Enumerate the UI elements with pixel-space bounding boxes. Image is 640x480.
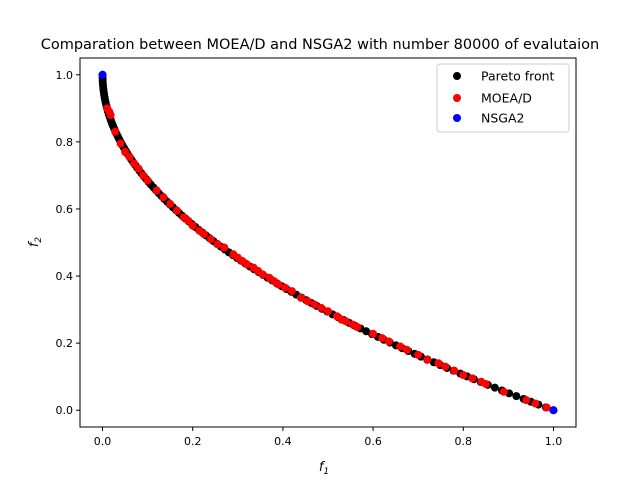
moead-point [274,280,283,289]
moead-point [166,199,175,208]
y-tick-label: 0.8 [56,136,74,149]
moead-point [159,193,168,202]
moead-point [542,403,551,412]
moead-point [414,350,423,359]
legend-label-pareto-front: Pareto front [481,69,555,84]
nsga2-point [98,70,107,79]
axis-ticks: 0.0 0.2 0.4 0.6 0.8 1.0 0.0 0.2 0.4 0.6 0.8 1.0 [56,69,563,448]
moead-point [481,380,490,389]
legend: Pareto front MOEA/D NSGA2 [436,63,570,133]
moead-point [468,374,477,383]
legend-label-nsga2: NSGA2 [481,111,524,126]
moead-point [434,359,443,368]
pareto-front-point [512,392,521,401]
pareto-front-point [490,383,499,392]
legend-marker-moead [453,94,461,102]
moead-point [324,307,332,316]
moead-point [172,206,181,215]
moead-point [116,139,125,148]
x-tick-label: 0.2 [184,435,202,448]
moead-series [103,104,551,412]
y-tick-label: 0.2 [56,337,74,350]
moead-point [258,270,267,279]
moead-point [125,152,134,161]
moead-point [188,221,197,230]
nsga2-point [549,406,558,415]
moead-point [296,293,305,302]
y-axis-label: f2 [27,237,44,248]
x-axis-label-main: f [319,460,326,475]
legend-box [436,63,570,133]
moead-point [303,297,312,306]
moead-point [402,345,411,354]
moead-point [152,186,161,195]
moead-point [106,111,115,120]
legend-marker-pareto-front [453,72,461,80]
moead-point [499,387,508,396]
moead-point [200,230,208,239]
y-tick-label: 0.4 [56,270,74,283]
y-tick-label: 1.0 [56,69,74,82]
y-tick-label: 0.6 [56,203,74,216]
moead-point [441,362,450,371]
moead-point [206,235,215,244]
legend-label-moead: MOEA/D [481,91,532,106]
moead-point [450,366,459,375]
moead-point [242,260,251,269]
y-axis-label-main: f [27,240,42,247]
moead-point [384,337,393,346]
x-tick-label: 0.8 [455,435,473,448]
x-tick-label: 0.4 [274,435,292,448]
moead-point [531,399,540,408]
moead-point [369,329,378,338]
moead-point [459,371,468,380]
x-tick-label: 0.0 [94,435,112,448]
moead-point [342,317,351,326]
x-axis-label-subscript: 1 [323,467,329,477]
x-tick-label: 0.6 [364,435,382,448]
x-tick-label: 1.0 [545,435,563,448]
moead-point [396,342,405,351]
y-axis-label-subscript: 2 [34,237,44,243]
y-tick-label: 0.0 [56,404,74,417]
moead-point [111,127,120,136]
legend-marker-nsga2 [453,114,461,122]
moead-point [522,396,531,405]
moead-point [220,243,229,252]
moead-point [213,240,222,249]
moead-point [378,334,387,343]
moead-point [287,287,296,296]
moead-point [281,283,290,292]
moead-point [134,164,143,173]
x-axis-label: f1 [319,460,329,477]
nsga2-series [98,70,558,415]
moead-point [423,355,432,364]
moead-point [143,176,152,185]
moead-point [310,300,319,309]
moead-point [317,303,326,312]
plot-frame [79,57,577,428]
chart-title: Comparation between MOEA/D and NSGA2 wit… [41,37,600,53]
moead-point [353,323,362,332]
